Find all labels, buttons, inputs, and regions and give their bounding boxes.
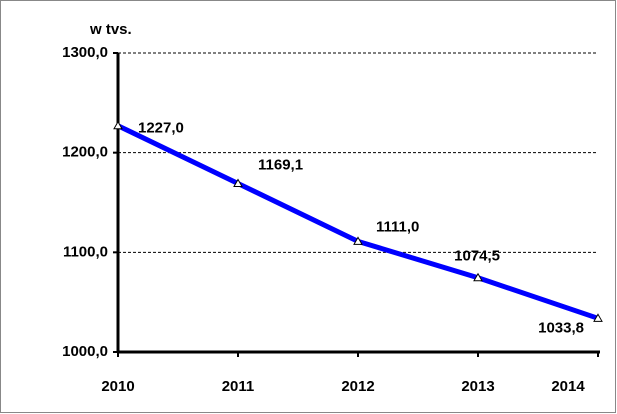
y-axis-label: w tvs. <box>89 21 132 38</box>
y-tick-label: 1000,0 <box>62 343 108 360</box>
data-label: 1074,5 <box>454 248 500 265</box>
x-tick-label: 2010 <box>101 378 134 395</box>
point-marker <box>353 236 363 245</box>
y-tick-label: 1100,0 <box>63 243 108 260</box>
data-label: 1111,0 <box>376 218 419 235</box>
x-tick-label: 2013 <box>461 378 494 395</box>
y-tick-label: 1300,0 <box>62 44 108 61</box>
point-marker <box>593 313 603 322</box>
x-tick-label: 2014 <box>551 378 585 395</box>
x-tick-label: 2012 <box>341 378 374 395</box>
x-tick-label: 2011 <box>222 378 255 395</box>
data-label: 1227,0 <box>138 120 184 137</box>
point-marker <box>473 272 483 282</box>
data-label: 1169,1 <box>258 156 303 173</box>
point-marker <box>233 178 243 187</box>
data-label: 1033,8 <box>538 319 584 336</box>
point-marker <box>113 120 123 130</box>
y-tick-label: 1200,0 <box>62 144 108 161</box>
